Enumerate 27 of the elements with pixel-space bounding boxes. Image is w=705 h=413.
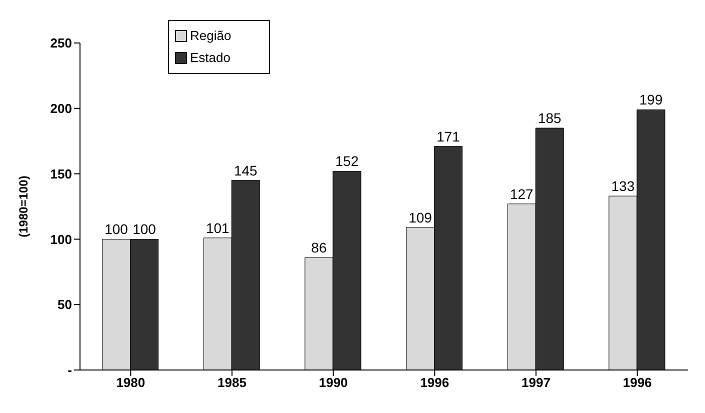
y-tick-label: 250 (50, 36, 72, 51)
data-label: 86 (311, 240, 327, 256)
x-tick-label: 1985 (218, 375, 246, 390)
data-label: 101 (206, 220, 230, 236)
y-tick-label: 200 (50, 101, 72, 116)
data-label: 185 (538, 110, 562, 126)
data-label: 152 (335, 153, 359, 170)
legend-label: Estado (190, 49, 230, 67)
x-tick-label: 1996 (420, 375, 450, 390)
data-label: 171 (436, 128, 460, 144)
x-tick-label: 1990 (318, 375, 348, 390)
y-tick-label: - (68, 362, 72, 378)
x-tick-label: 1996 (622, 375, 652, 390)
y-axis-title: (1980=100) (16, 176, 30, 238)
y-tick-label: 50 (58, 297, 72, 312)
data-label: 109 (408, 209, 432, 226)
data-label: 127 (510, 186, 534, 202)
data-label: 199 (639, 92, 663, 108)
data-label: 145 (234, 162, 258, 178)
legend-label: Região (190, 27, 232, 45)
y-tick-label: 100 (50, 232, 72, 247)
data-label: 133 (611, 178, 635, 194)
x-tick-label: 1997 (522, 375, 550, 390)
x-tick-label: 1980 (116, 375, 146, 390)
data-label: 100 (104, 221, 128, 238)
data-label: 100 (132, 221, 156, 238)
y-tick-label: 150 (50, 166, 72, 182)
